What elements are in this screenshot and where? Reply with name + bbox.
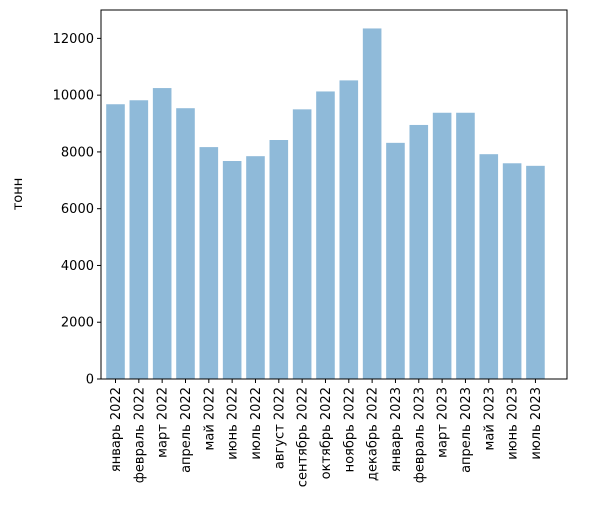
x-tick-label: март 2022 [156, 387, 171, 458]
bar [292, 109, 312, 379]
x-tick-label: сентябрь 2022 [296, 387, 311, 487]
bar [152, 88, 172, 379]
x-tick-label: ноябрь 2022 [342, 387, 357, 472]
y-axis-ticks: 0 2000 4000 6000 8000 10000 12000 [53, 32, 101, 388]
bar [386, 142, 405, 379]
x-tick-label: январь 2022 [109, 387, 124, 472]
x-tick-label: март 2023 [436, 387, 451, 458]
y-tick-label: 0 [86, 373, 94, 388]
y-tick-label: 2000 [61, 316, 94, 331]
bar [409, 124, 429, 380]
bar [222, 161, 242, 379]
y-tick-label: 8000 [61, 145, 94, 160]
x-tick-label: декабрь 2022 [366, 387, 381, 481]
x-tick-label: октябрь 2022 [319, 387, 334, 479]
x-tick-label: июнь 2023 [506, 387, 521, 460]
bar [456, 112, 475, 379]
y-tick-label: 4000 [61, 259, 94, 274]
bar [502, 163, 522, 379]
bar [316, 91, 335, 380]
bar [432, 112, 452, 379]
x-tick-label: май 2022 [202, 387, 217, 450]
bars-group [106, 28, 545, 380]
x-tick-label: январь 2023 [389, 387, 404, 472]
x-tick-label: февраль 2023 [412, 387, 427, 483]
bar [526, 165, 545, 379]
bar [269, 140, 289, 379]
x-tick-label: август 2022 [272, 387, 287, 469]
bar [106, 104, 125, 380]
bar [339, 80, 359, 379]
bar [129, 100, 149, 379]
x-tick-label: апрель 2022 [179, 387, 194, 473]
bar [362, 28, 382, 379]
y-tick-label: 6000 [61, 202, 94, 217]
y-axis-label: тонн [11, 178, 26, 211]
bar [199, 147, 219, 379]
x-tick-label: февраль 2022 [132, 387, 147, 483]
bar [246, 156, 265, 379]
x-tick-label: июль 2023 [529, 387, 544, 460]
x-axis-ticks: январь 2022 февраль 2022 март 2022 апрель 2… [109, 379, 544, 487]
x-tick-label: июль 2022 [249, 387, 264, 460]
y-tick-label: 10000 [53, 89, 94, 104]
x-tick-label: июнь 2022 [226, 387, 241, 460]
y-tick-label: 12000 [53, 32, 94, 47]
plot-frame [100, 9, 568, 380]
x-tick-label: апрель 2023 [459, 387, 474, 473]
x-tick-label: май 2023 [482, 387, 497, 450]
bar [176, 108, 195, 380]
bar [479, 154, 499, 379]
